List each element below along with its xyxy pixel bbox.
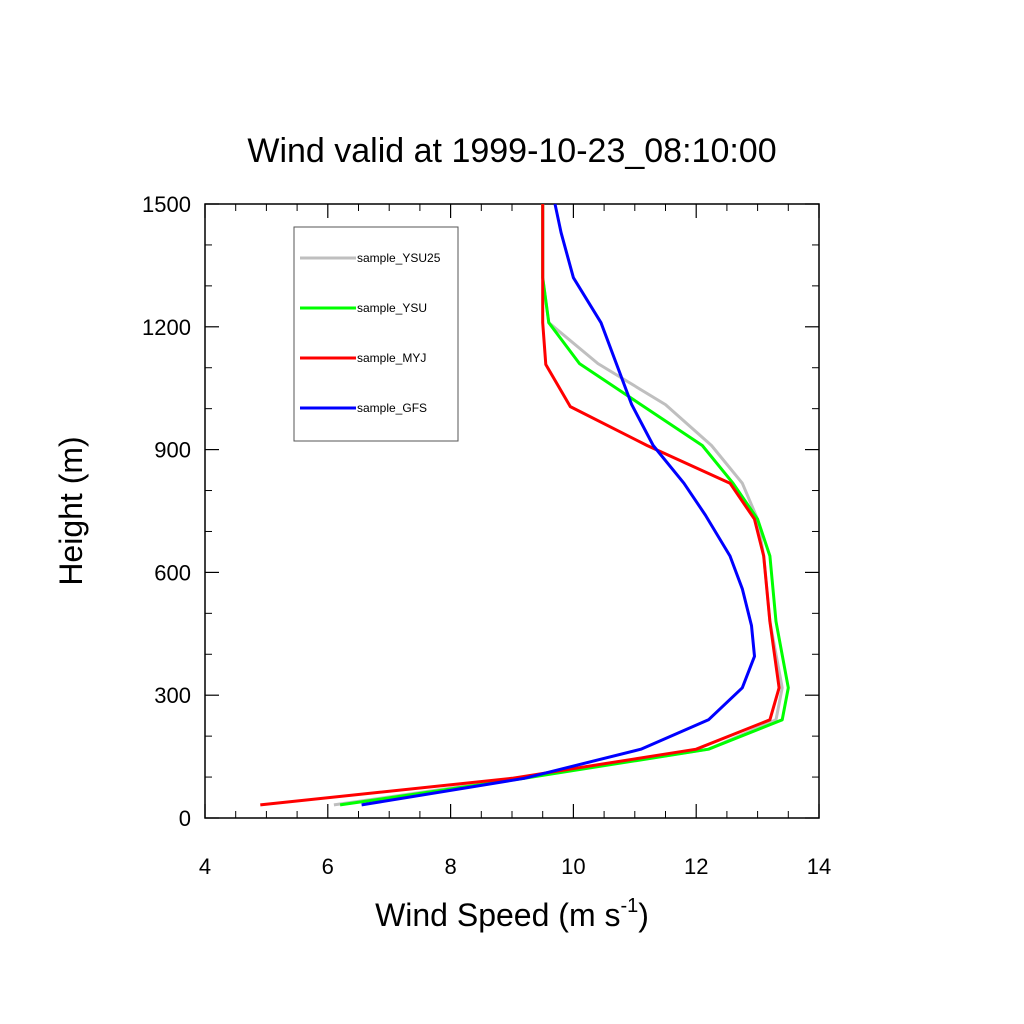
series-line-sample_GFS bbox=[361, 203, 756, 807]
x-tick-label: 6 bbox=[322, 854, 334, 879]
plot-area: 4 6 8 10 12 14 0 300 600 900 1200 1500 bbox=[142, 192, 831, 879]
y-tick-label: 1200 bbox=[142, 315, 191, 340]
x-tick-label: 14 bbox=[807, 854, 831, 879]
legend-box bbox=[293, 226, 459, 442]
y-tick-label: 900 bbox=[154, 438, 191, 463]
minor-ticks bbox=[205, 204, 819, 818]
y-tick-label: 1500 bbox=[142, 192, 191, 217]
y-tick-label: 0 bbox=[179, 806, 191, 831]
legend: sample_YSU25 sample_YSU sample_MYJ sample_G… bbox=[293, 226, 459, 442]
x-axis-label: Wind Speed (m s-1) bbox=[375, 895, 649, 933]
legend-label-sample_MYJ: sample_MYJ bbox=[357, 351, 426, 365]
x-axis-label-main: Wind Speed (m s bbox=[375, 897, 620, 933]
major-ticks bbox=[204, 203, 820, 819]
series-line-sample_MYJ bbox=[260, 204, 781, 807]
x-tick-labels: 4 6 8 10 12 14 bbox=[199, 854, 831, 879]
series-lines bbox=[260, 203, 790, 807]
x-tick-label: 8 bbox=[444, 854, 456, 879]
x-tick-label: 12 bbox=[684, 854, 708, 879]
legend-label-sample_YSU25: sample_YSU25 bbox=[357, 251, 441, 265]
x-axis-label-superscript: -1 bbox=[620, 895, 638, 917]
x-tick-label: 4 bbox=[199, 854, 211, 879]
y-tick-label: 600 bbox=[154, 560, 191, 585]
legend-label-sample_GFS: sample_GFS bbox=[357, 401, 427, 415]
y-axis-label: Height (m) bbox=[53, 436, 89, 585]
y-tick-label: 300 bbox=[154, 683, 191, 708]
series-line-sample_YSU bbox=[339, 204, 790, 807]
chart-title: Wind valid at 1999-10-23_08:10:00 bbox=[247, 132, 776, 170]
legend-items: sample_YSU25 sample_YSU sample_MYJ sample_G… bbox=[300, 251, 441, 415]
legend-label-sample_YSU: sample_YSU bbox=[357, 301, 427, 315]
x-axis-label-end: ) bbox=[638, 897, 649, 933]
x-tick-label: 10 bbox=[561, 854, 585, 879]
y-tick-labels: 0 300 600 900 1200 1500 bbox=[142, 192, 191, 831]
